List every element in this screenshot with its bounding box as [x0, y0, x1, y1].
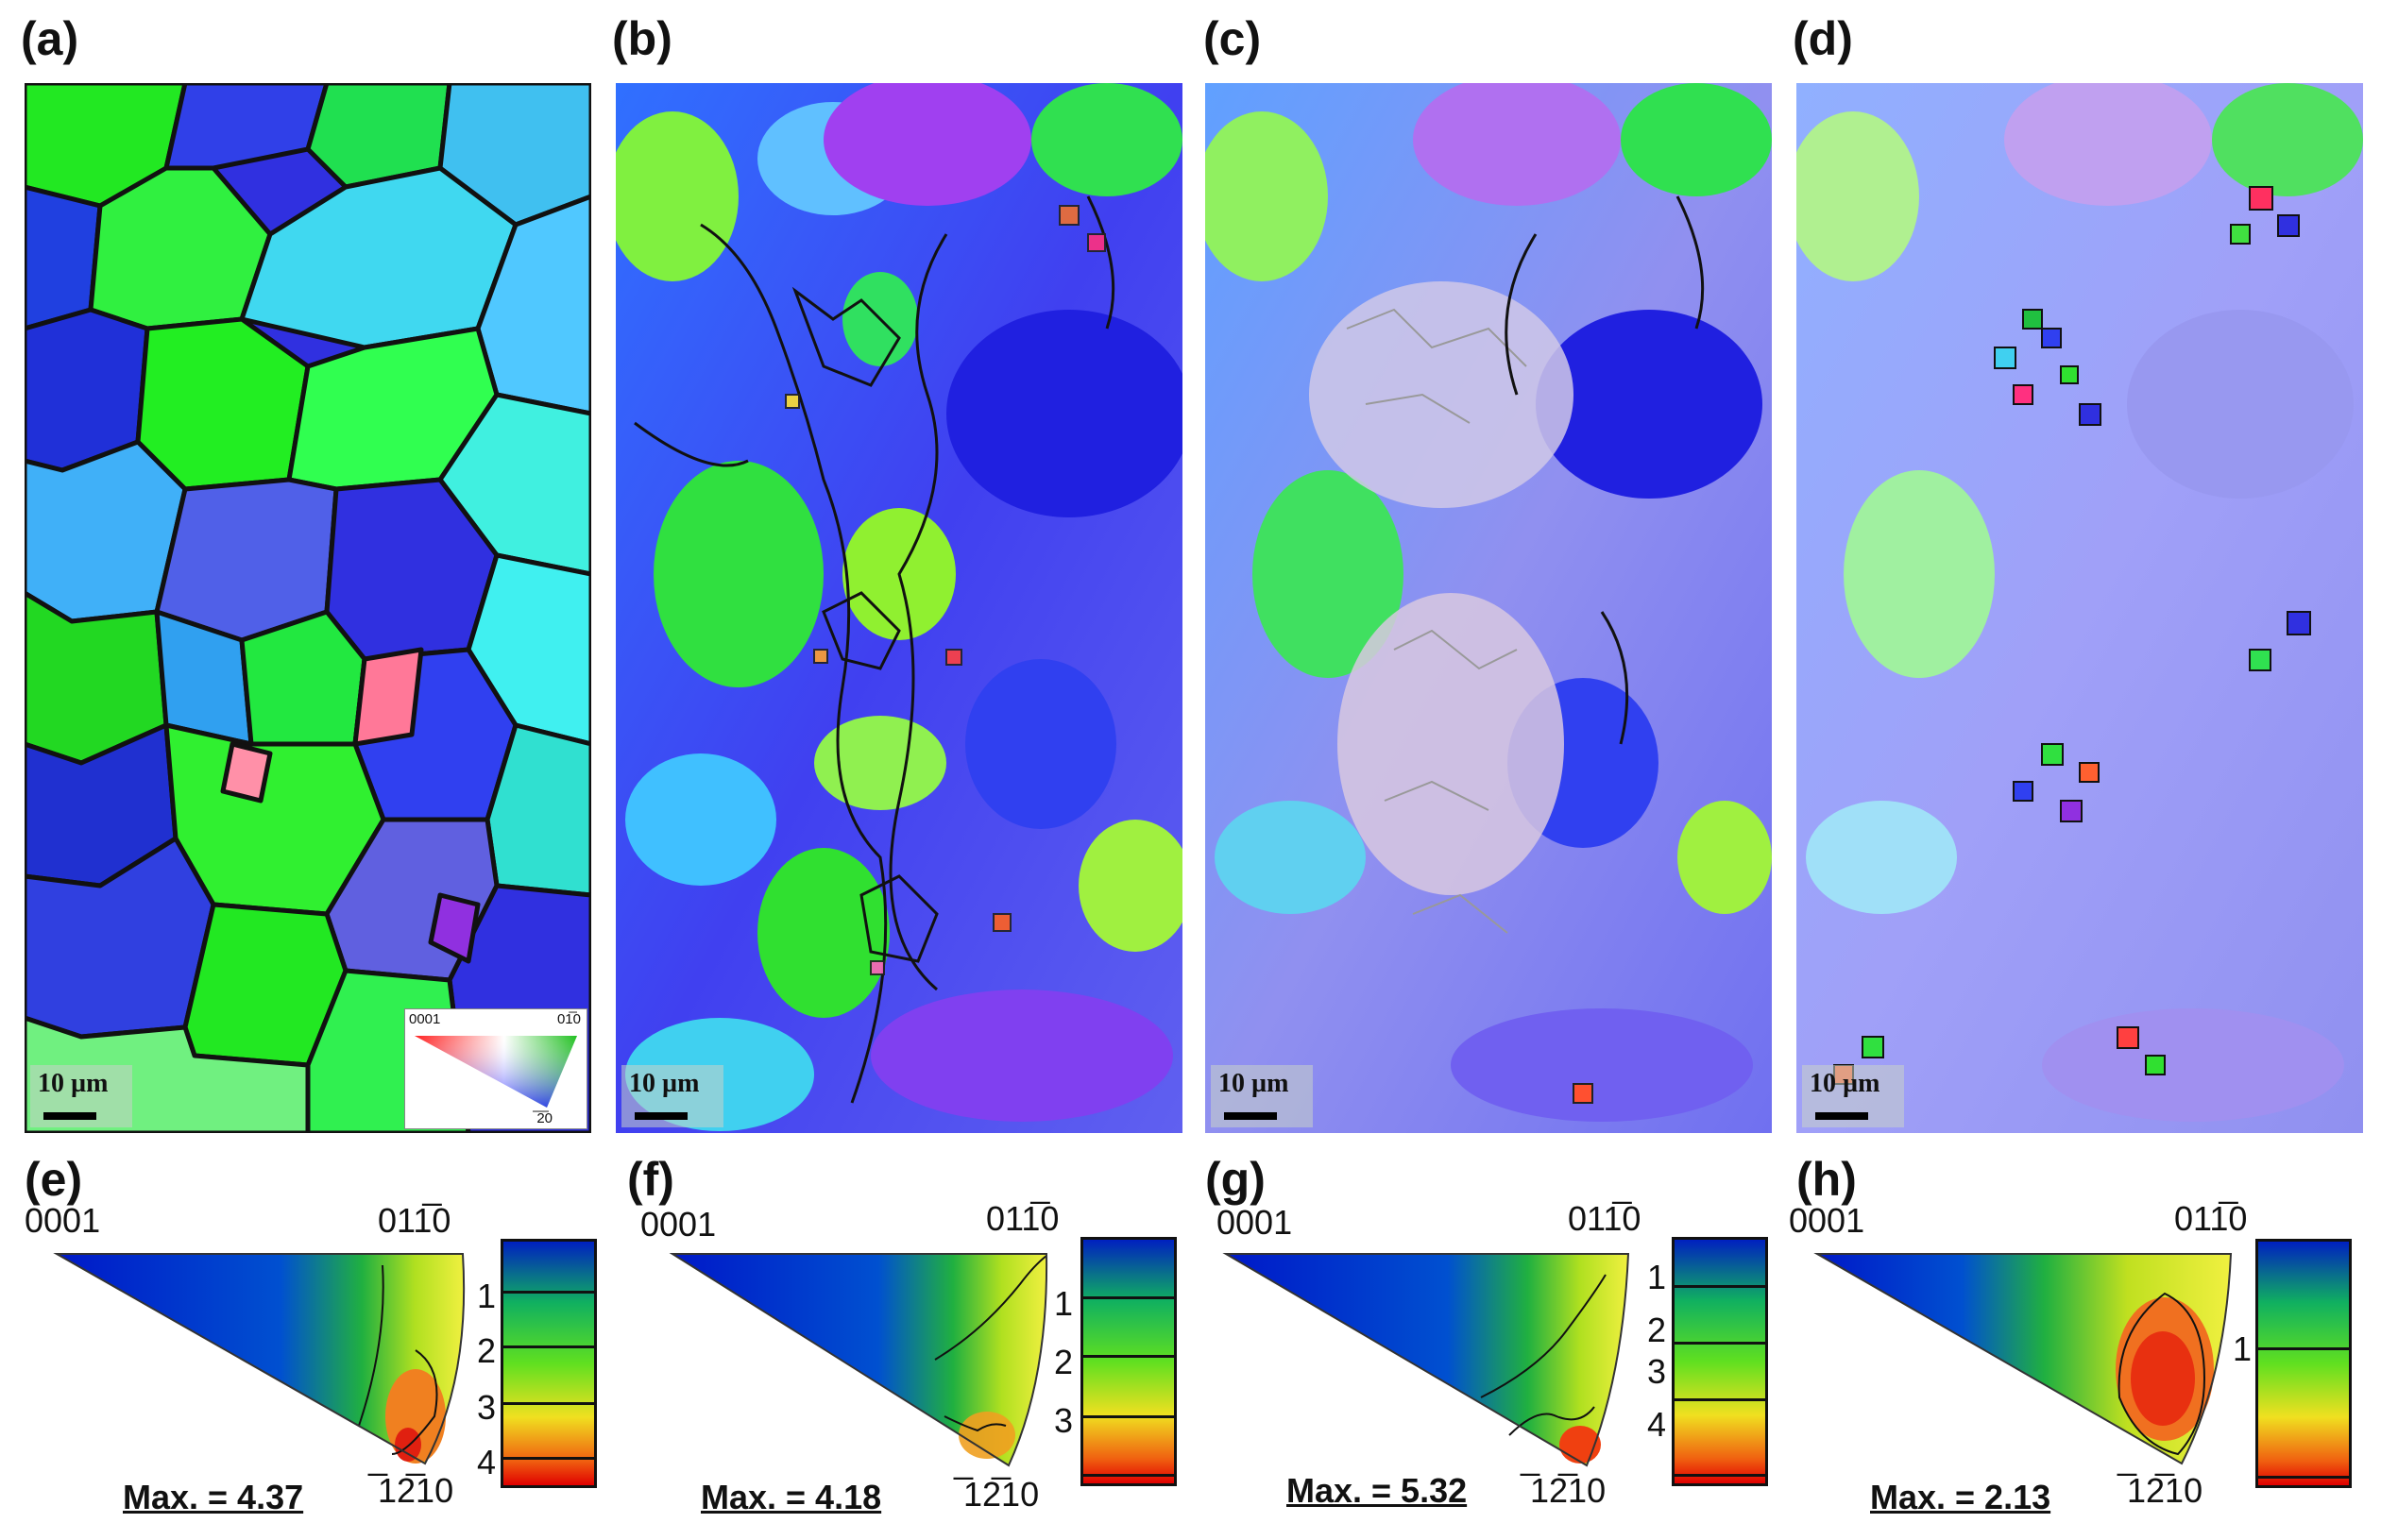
panel-label-c: (c): [1203, 12, 1262, 65]
scale-box-b: 10 µm: [621, 1065, 723, 1127]
key-label-bar1-2-bar1-0: ̅2̅0: [536, 1110, 553, 1126]
ipf-key-triangle: [415, 1036, 577, 1108]
ipf-corner-0001-f: 0001: [640, 1205, 717, 1244]
ipf-corner-01-10-f: 011̅0: [986, 1199, 1060, 1238]
colorbar-label-g-2: 2: [1647, 1311, 1667, 1349]
scale-bar-b: [635, 1112, 688, 1120]
ipf-corner-0001-g: 0001: [1216, 1203, 1293, 1242]
colorbar-label-f-3: 3: [1054, 1401, 1074, 1440]
scale-bar-c: [1224, 1112, 1277, 1120]
key-label-01-10: 01̅0: [556, 1011, 581, 1027]
colorbar-label-e-1: 1: [477, 1277, 497, 1315]
ipf-corner-01-10-e: 011̅0: [378, 1201, 451, 1240]
colorbar-tick-g-3: [1675, 1398, 1765, 1401]
scale-box-d: 10 µm: [1802, 1065, 1904, 1127]
colorbar-f: [1080, 1237, 1177, 1486]
colorbar-tick-f-1: [1083, 1296, 1174, 1299]
scale-label-c: 10 µm: [1218, 1069, 1289, 1098]
ipf-corner-01-10-g: 011̅0: [1568, 1199, 1641, 1238]
ipf-color-key: 0001 01̅0 ̅2̅0: [404, 1008, 587, 1129]
ipf-max-g: Max. = 5.32: [1286, 1471, 1468, 1510]
colorbar-tick-g-2: [1675, 1342, 1765, 1345]
colorbar-tick-g-1: [1675, 1285, 1765, 1288]
colorbar-label-g-4: 4: [1647, 1405, 1667, 1444]
ipf-triangle-f: [669, 1253, 1048, 1467]
colorbar-tick-e-4: [503, 1457, 594, 1460]
panel-label-b: (b): [612, 12, 672, 65]
ipf-panel-g: (g) 0001 011̅0 ̅12̅10 Max. = 5.32 1 2 3 …: [1198, 1152, 1774, 1539]
colorbar-label-h-1: 1: [2233, 1329, 2253, 1368]
ipf-corner-bar1-2-bar1-0-e: ̅12̅10: [378, 1471, 454, 1510]
colorbar-tick-f-2: [1083, 1355, 1174, 1358]
panel-label-e: (e): [25, 1153, 83, 1206]
scale-label-d: 10 µm: [1810, 1069, 1880, 1098]
ipf-max-f: Max. = 4.18: [701, 1478, 882, 1516]
panel-label-a: (a): [21, 12, 79, 65]
colorbar-label-f-1: 1: [1054, 1284, 1074, 1323]
grain-map-a: [25, 83, 591, 1133]
ipf-triangle-e: [53, 1253, 466, 1465]
colorbar-e: [501, 1239, 597, 1488]
colorbar-tick-e-1: [503, 1291, 594, 1294]
ipf-corner-bar1-2-bar1-0-f: ̅12̅10: [963, 1475, 1040, 1514]
colorbar-tick-e-2: [503, 1345, 594, 1348]
ipf-max-h: Max. = 2.13: [1870, 1478, 2051, 1516]
grain-map-b: [616, 83, 1182, 1133]
scale-label-b: 10 µm: [629, 1069, 700, 1098]
colorbar-label-e-3: 3: [477, 1388, 497, 1427]
panel-label-g: (g): [1205, 1153, 1266, 1206]
ebsd-map-b: 10 µm: [616, 83, 1182, 1133]
colorbar-label-g-1: 1: [1647, 1258, 1667, 1296]
colorbar-label-e-4: 4: [477, 1443, 497, 1481]
scale-bar-a: [43, 1112, 96, 1120]
ipf-corner-bar1-2-bar1-0-h: ̅12̅10: [2127, 1471, 2203, 1510]
colorbar-tick-h-1: [2258, 1347, 2349, 1350]
scale-label-a: 10 µm: [38, 1069, 109, 1098]
ipf-corner-01-10-h: 011̅0: [2174, 1199, 2248, 1238]
ebsd-map-d: 10 µm: [1796, 83, 2363, 1133]
colorbar-tick-e-3: [503, 1402, 594, 1405]
colorbar-label-f-2: 2: [1054, 1343, 1074, 1381]
colorbar-tick-g-4: [1675, 1474, 1765, 1477]
ipf-corner-0001-e: 0001: [25, 1201, 101, 1240]
panel-label-h: (h): [1796, 1153, 1857, 1206]
ipf-max-e: Max. = 4.37: [123, 1478, 304, 1516]
colorbar-tick-h-2: [2258, 1476, 2349, 1479]
colorbar-h: [2255, 1239, 2352, 1488]
grain-map-d: [1796, 83, 2363, 1133]
colorbar-label-e-2: 2: [477, 1331, 497, 1370]
colorbar-tick-f-3: [1083, 1415, 1174, 1418]
ipf-panel-f: (f) 0001 011̅0 ̅12̅10 Max. = 4.18 1 2 3: [604, 1152, 1181, 1539]
ipf-triangle-h: [1813, 1253, 2233, 1465]
scale-box-a: 10 µm: [30, 1065, 132, 1127]
grain-map-c: [1205, 83, 1772, 1133]
panel-label-f: (f): [627, 1153, 674, 1206]
colorbar-tick-f-4: [1083, 1474, 1174, 1477]
ipf-corner-bar1-2-bar1-0-g: ̅12̅10: [1530, 1471, 1607, 1510]
colorbar-label-g-3: 3: [1647, 1352, 1667, 1391]
ebsd-map-a: 10 µm 0001 01̅0 ̅2̅0: [25, 83, 591, 1133]
panel-label-d: (d): [1793, 12, 1853, 65]
ipf-corner-0001-h: 0001: [1789, 1201, 1865, 1240]
ipf-panel-h: (h) 0001 011̅0 ̅12̅10 Max. = 2.13 1: [1789, 1152, 2365, 1539]
ipf-panel-e: (e) 0001 011̅0 ̅12̅10 Max. = 4.37 1 2 3 …: [0, 1152, 597, 1539]
scale-box-c: 10 µm: [1211, 1065, 1313, 1127]
scale-bar-d: [1815, 1112, 1868, 1120]
ipf-triangle-g: [1222, 1253, 1630, 1467]
colorbar-g: [1672, 1237, 1768, 1486]
key-label-0001: 0001: [409, 1011, 441, 1027]
ebsd-map-c: 10 µm: [1205, 83, 1772, 1133]
